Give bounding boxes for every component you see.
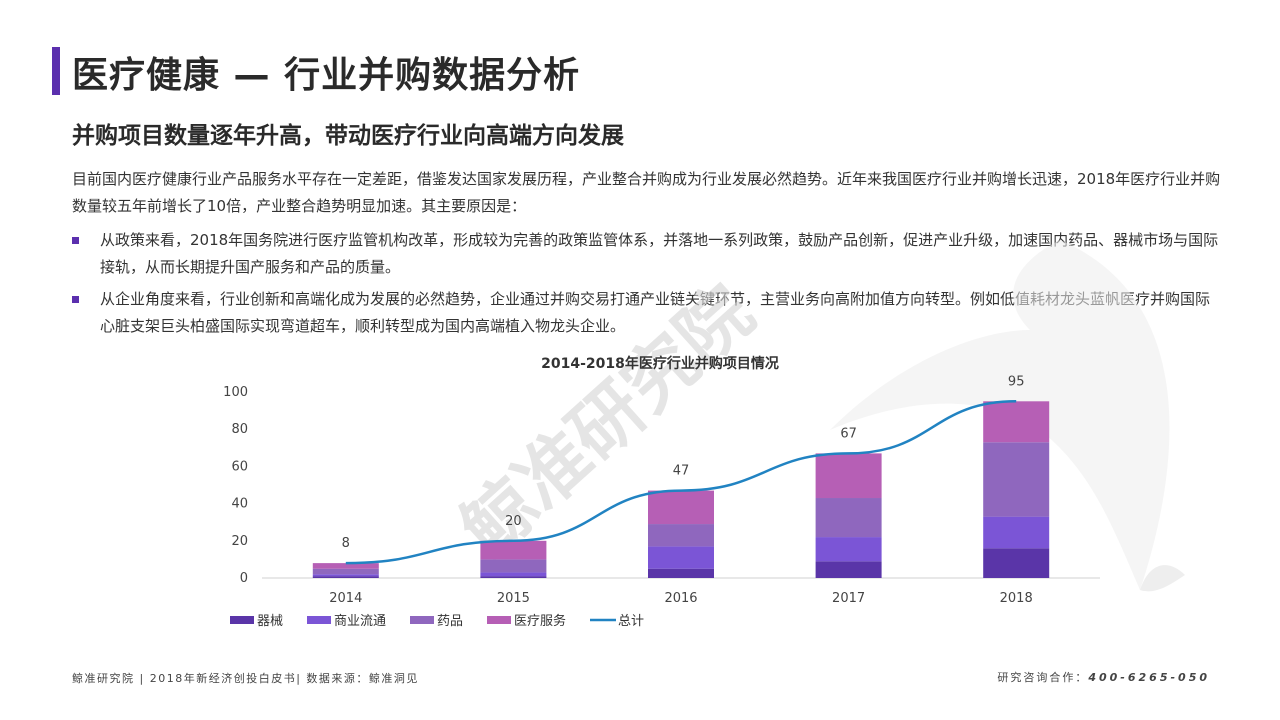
x-tick-label: 2016 (664, 591, 697, 606)
bar-segment (312, 563, 379, 569)
bullet-text: 从政策来看，2018年国务院进行医疗监管机构改革，形成较为完善的政策监管体系，并… (100, 231, 1219, 276)
bullet-square-icon (72, 237, 79, 244)
bullet-item-enterprise: 从企业角度来看，行业创新和高端化成为发展的必然趋势，企业通过并购交易打通产业链关… (72, 286, 1222, 340)
watermark-fin-icon (1140, 565, 1185, 592)
y-tick-label: 80 (231, 422, 248, 437)
legend-label: 总计 (618, 614, 644, 629)
bar-segment (480, 540, 547, 560)
total-series: 8 20 47 67 95 (342, 374, 1025, 565)
page-subtitle: 并购项目数量逐年升高，带动医疗行业向高端方向发展 (72, 123, 624, 149)
bar-segment (983, 442, 1050, 517)
bullet-list: 从政策来看，2018年国务院进行医疗监管机构改革，形成较为完善的政策监管体系，并… (72, 227, 1222, 345)
y-tick-label: 60 (231, 459, 248, 474)
bar-segment (983, 516, 1050, 549)
bullet-text: 从企业角度来看，行业创新和高端化成为发展的必然趋势，企业通过并购交易打通产业链关… (100, 290, 1211, 335)
legend-label: 医疗服务 (514, 613, 566, 629)
legend-swatch (307, 616, 331, 624)
bar-segment (815, 561, 882, 578)
bar-segment (983, 548, 1050, 578)
bullet-item-policy: 从政策来看，2018年国务院进行医疗监管机构改革，形成较为完善的政策监管体系，并… (72, 227, 1222, 281)
bar-segment (480, 576, 547, 578)
y-tick-label: 20 (231, 534, 248, 549)
footer-contact: 研究咨询合作：400-6265-050 (997, 669, 1210, 685)
merger-chart: 2014-2018年医疗行业并购项目情况 0 20 40 60 80 100 8 20 47 6… (223, 355, 1100, 629)
page-title: 医疗健康 — 行业并购数据分析 (72, 55, 581, 96)
bar-segment (312, 568, 379, 575)
total-data-label: 47 (673, 464, 690, 479)
bar-segment (648, 546, 714, 569)
bar-segment (983, 401, 1050, 443)
bar-segment (648, 568, 714, 578)
intro-paragraph: 目前国内医疗健康行业产品服务水平存在一定差距，借鉴发达国家发展历程，产业整合并购… (72, 170, 1221, 215)
bar-segment (648, 524, 714, 547)
bar-segment (480, 559, 547, 573)
chart-legend: 器械 商业流通 药品 医疗服务 总计 (230, 613, 644, 629)
chart-title: 2014-2018年医疗行业并购项目情况 (541, 355, 779, 372)
bar-segment (312, 576, 379, 578)
contact-phone: 400-6265-050 (1088, 671, 1210, 684)
legend-label: 商业流通 (334, 614, 386, 629)
title-accent-bar (52, 47, 60, 95)
x-tick-label: 2017 (832, 591, 865, 606)
y-axis: 0 20 40 60 80 100 (223, 385, 248, 586)
legend-swatch (487, 616, 511, 624)
x-axis: 2014 2015 2016 2017 2018 (329, 591, 1032, 606)
bar-segment (480, 572, 547, 577)
bullet-square-icon (72, 296, 79, 303)
y-tick-label: 40 (231, 497, 248, 512)
contact-label: 研究咨询合作： (997, 671, 1089, 684)
y-tick-label: 0 (240, 571, 248, 586)
bar-segment (815, 498, 882, 538)
total-data-label: 8 (342, 536, 350, 551)
x-tick-label: 2018 (1000, 591, 1033, 606)
bar-segment (815, 537, 882, 562)
y-tick-label: 100 (223, 385, 248, 400)
total-data-label: 20 (505, 514, 522, 529)
x-tick-label: 2014 (329, 591, 362, 606)
bar-segment (648, 490, 714, 525)
bar-segment (815, 453, 882, 499)
bar-segment (312, 574, 379, 577)
footer-source: 鲸准研究院 | 2018年新经济创投白皮书| 数据来源：鲸准洞见 (72, 672, 419, 685)
total-data-label: 67 (840, 426, 857, 441)
x-tick-label: 2015 (497, 591, 530, 606)
legend-label: 器械 (257, 614, 283, 629)
legend-label: 药品 (437, 614, 463, 629)
bar-series (312, 401, 1050, 578)
total-line (345, 400, 1017, 565)
legend-swatch (410, 616, 434, 624)
legend-swatch (230, 616, 254, 624)
total-data-label: 95 (1008, 374, 1025, 389)
